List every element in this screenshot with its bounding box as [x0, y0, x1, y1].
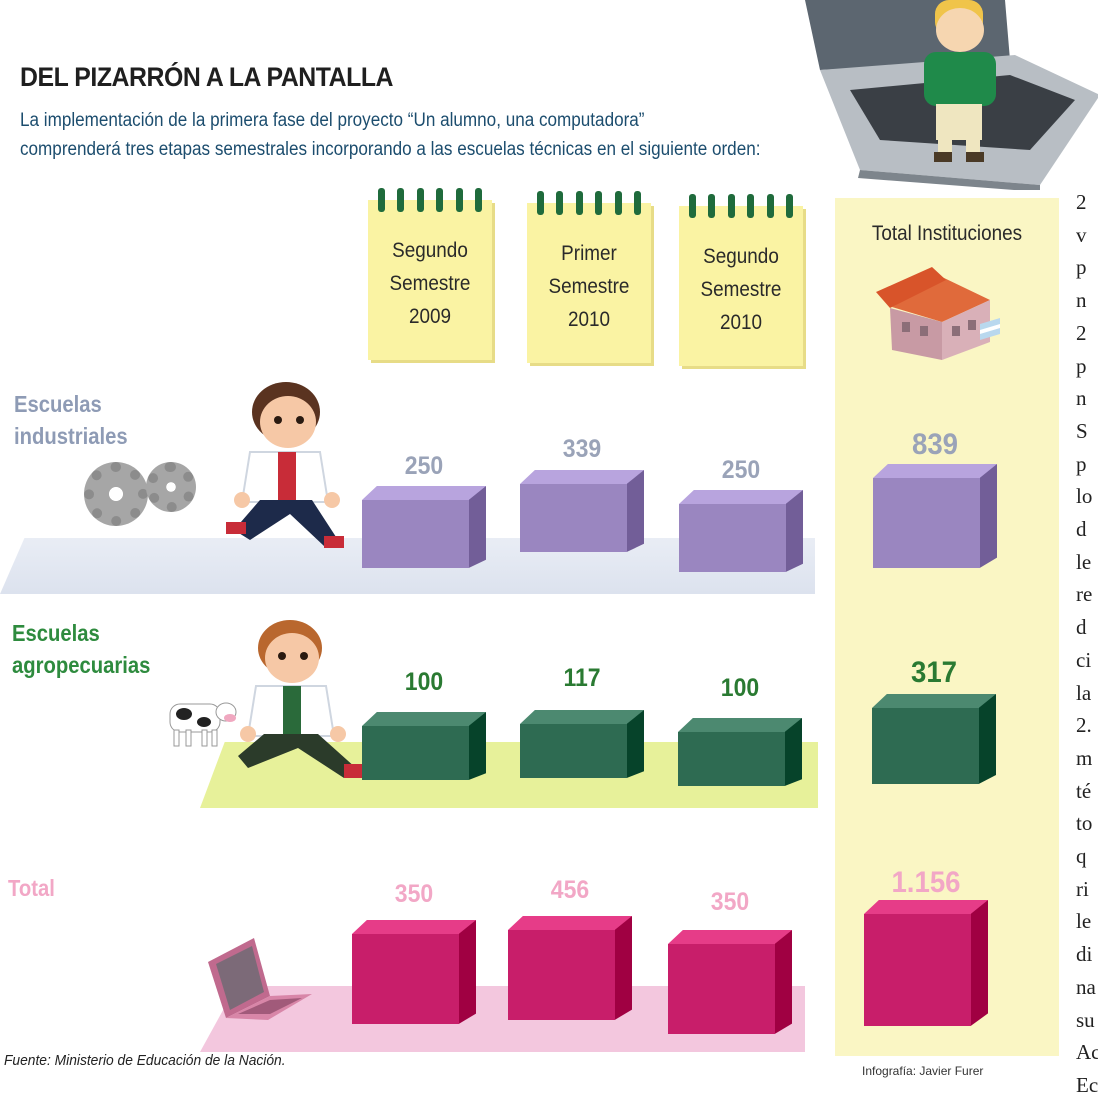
column-header-line: Semestre — [700, 278, 782, 301]
row-label-agro: Escuelas agropecuarias — [12, 617, 150, 681]
margin-text-line: to — [1076, 811, 1093, 836]
infographic-credit: Infografía: Javier Furer — [862, 1064, 984, 1078]
row-label-total: Total — [8, 872, 55, 904]
margin-text-line: p — [1076, 353, 1087, 378]
value-cube — [679, 490, 803, 572]
margin-text-line: té — [1076, 778, 1092, 803]
value-label: 456 — [550, 876, 590, 904]
total-cube — [864, 900, 988, 1026]
row-label-industrial: Escuelas industriales — [14, 388, 128, 452]
value-cube — [678, 718, 802, 786]
margin-text-line: ri — [1076, 876, 1089, 901]
column-header-line: 2009 — [408, 305, 452, 328]
value-cube — [362, 712, 486, 780]
value-cube — [362, 486, 486, 568]
page-subtitle: La implementación de la primera fase del… — [20, 106, 794, 164]
margin-text-line: d — [1076, 517, 1087, 542]
subtitle-line: comprenderá tres etapas semestrales inco… — [20, 139, 761, 160]
margin-text-line: v — [1076, 222, 1087, 247]
total-cube — [873, 464, 997, 568]
total-value-label: 839 — [911, 428, 959, 461]
column-header-text: Segundo Semestre 2009 — [374, 234, 486, 333]
row-label-line: Escuelas — [14, 391, 102, 417]
column-header-text: Primer Semestre 2010 — [533, 237, 645, 336]
spiral-binding — [537, 191, 641, 215]
row-label-line: Escuelas — [12, 620, 100, 646]
total-column-label: Total Instituciones — [871, 222, 1023, 245]
margin-text-line: la — [1076, 680, 1092, 705]
row-label-line: Total — [8, 875, 55, 901]
value-label: 100 — [720, 674, 760, 702]
page-title: DEL PIZARRÓN A LA PANTALLA — [20, 62, 394, 92]
gear-icon — [84, 462, 148, 526]
student-agro-illustration — [238, 620, 362, 778]
value-cube — [520, 470, 644, 552]
margin-text-line: 2 — [1076, 190, 1087, 214]
margin-text-line: Ec — [1076, 1072, 1098, 1097]
column-header-line: Primer — [561, 242, 617, 265]
value-cube — [508, 916, 632, 1020]
laptop-figure-illustration — [805, 0, 1098, 190]
margin-text-line: le — [1076, 549, 1092, 574]
notepad-column-2: Primer Semestre 2010 — [527, 191, 651, 363]
margin-text-line: n — [1076, 386, 1087, 411]
value-label: 339 — [562, 435, 602, 463]
value-cube — [520, 710, 644, 778]
margin-text-line: na — [1076, 974, 1096, 999]
total-value-label: 1.156 — [891, 866, 961, 899]
spiral-binding — [689, 194, 793, 218]
margin-text-line: lo — [1076, 484, 1093, 509]
laptop-icon — [208, 938, 312, 1020]
notepad-column-3: Segundo Semestre 2010 — [679, 194, 803, 366]
column-header-text: Segundo Semestre 2010 — [685, 240, 797, 339]
column-header-line: Segundo — [703, 245, 779, 268]
value-cube — [352, 920, 476, 1024]
margin-text-line: p — [1076, 255, 1087, 280]
total-cube — [872, 694, 996, 784]
school-house-icon — [876, 267, 1000, 360]
column-header-line: Semestre — [548, 275, 630, 298]
row-label-line: industriales — [14, 423, 128, 449]
source-note: Fuente: Ministerio de Educación de la Na… — [4, 1052, 286, 1069]
margin-text-line: 2 — [1076, 320, 1087, 345]
margin-text-line: d — [1076, 615, 1087, 640]
notepad-column-1: Segundo Semestre 2009 — [368, 188, 492, 360]
margin-text-line: q — [1076, 844, 1087, 869]
value-label: 250 — [721, 456, 761, 484]
margin-text-column: 2 v p n 2 p n S p lo d le re d ci la 2. … — [1076, 186, 1098, 1102]
spiral-binding — [378, 188, 482, 212]
cow-illustration — [169, 702, 237, 747]
column-header-line: 2010 — [567, 308, 611, 331]
margin-text-line: re — [1076, 582, 1093, 607]
value-label: 117 — [563, 664, 601, 692]
value-label: 250 — [404, 452, 444, 480]
student-industrial-illustration — [226, 382, 344, 548]
margin-text-line: le — [1076, 909, 1092, 934]
source-text: Ministerio de Educación de la Nación. — [50, 1052, 286, 1069]
margin-text-line: n — [1076, 288, 1087, 313]
value-cube — [668, 930, 792, 1034]
column-header-line: 2010 — [719, 311, 763, 334]
value-label: 350 — [710, 888, 750, 916]
margin-text-line: p — [1076, 451, 1087, 476]
total-value-label: 317 — [910, 656, 958, 689]
margin-text-line: m — [1076, 745, 1093, 770]
margin-text-line: ci — [1076, 647, 1092, 672]
value-label: 350 — [394, 880, 434, 908]
margin-text-line: su — [1076, 1007, 1095, 1032]
margin-text-line: Ac — [1076, 1040, 1098, 1065]
row-label-line: agropecuarias — [12, 652, 151, 678]
gear-icon — [146, 462, 196, 512]
value-label: 100 — [404, 668, 444, 696]
margin-text-line: di — [1076, 942, 1093, 967]
subtitle-line: La implementación de la primera fase del… — [20, 110, 645, 131]
margin-text-line: S — [1076, 418, 1088, 443]
column-header-line: Segundo — [392, 239, 468, 262]
source-prefix: Fuente: — [4, 1052, 51, 1069]
column-header-line: Semestre — [389, 272, 471, 295]
margin-text-line: 2. — [1076, 713, 1092, 738]
